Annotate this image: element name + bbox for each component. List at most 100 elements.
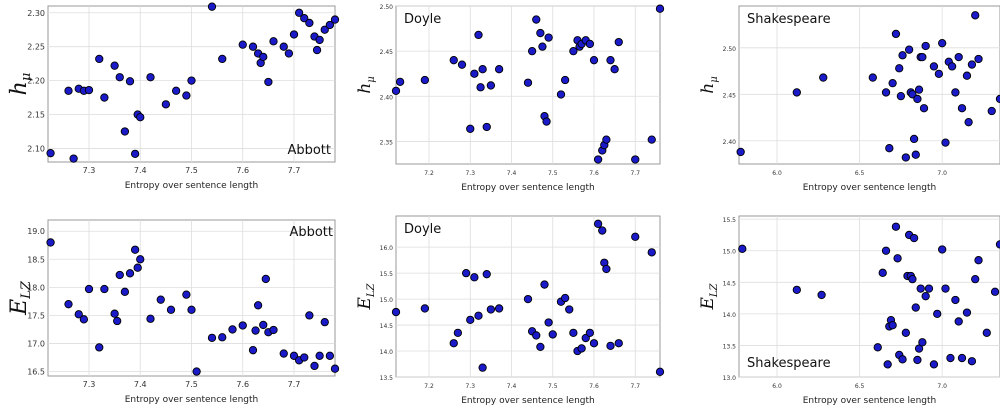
data-point: [891, 29, 901, 39]
data-point: [269, 325, 278, 335]
data-point: [548, 330, 557, 339]
data-point: [918, 52, 927, 62]
data-point: [560, 293, 570, 303]
data-point: [946, 353, 955, 363]
data-point: [115, 73, 124, 82]
data-point: [614, 37, 623, 47]
data-point: [631, 155, 640, 164]
data-point: [540, 280, 549, 289]
data-point: [792, 88, 801, 97]
data-point: [457, 60, 467, 69]
data-point: [598, 226, 607, 235]
y-tick-label: 2.45: [723, 92, 737, 99]
data-point: [929, 360, 939, 369]
data-point: [602, 264, 611, 274]
x-tick-label: 7.4: [134, 380, 147, 389]
data-point: [941, 138, 950, 147]
data-point: [420, 304, 430, 313]
data-point: [585, 39, 595, 49]
y-tick-label: 14.5: [380, 323, 394, 330]
data-point: [577, 344, 586, 353]
data-point: [971, 274, 980, 284]
data-point: [207, 333, 217, 342]
data-point: [289, 30, 299, 39]
data-point: [962, 71, 972, 80]
data-point: [279, 349, 288, 358]
data-point: [449, 339, 458, 348]
chart-panel-3: 6.0 6.5 7.0 2.40 2.45 2.50 Entropy over senten…: [698, 5, 1000, 193]
data-point: [133, 263, 142, 272]
x-axis-label: Entropy over sentence length: [803, 396, 937, 406]
data-point: [391, 86, 401, 96]
data-point: [995, 240, 1000, 249]
data-point: [911, 150, 920, 159]
y-tick-label: 18.5: [27, 255, 45, 264]
y-axis-label: hμ: [355, 76, 377, 93]
x-tick-label: 7.6: [589, 383, 599, 390]
data-point: [261, 274, 270, 284]
y-tick-label: 2.50: [723, 46, 737, 53]
data-point: [941, 284, 950, 293]
data-point: [738, 244, 747, 253]
data-point: [182, 290, 191, 299]
data-point: [171, 86, 181, 95]
y-tick-label: 2.25: [27, 43, 45, 52]
data-point: [315, 35, 324, 45]
data-point: [259, 320, 268, 330]
data-point: [187, 76, 196, 85]
data-point: [110, 309, 119, 318]
data-point: [527, 46, 537, 56]
data-point: [934, 69, 944, 78]
data-point: [888, 78, 897, 88]
y-tick-label: 14.0: [723, 312, 737, 319]
data-point: [655, 367, 665, 376]
data-point: [420, 75, 430, 85]
data-point: [560, 75, 570, 85]
data-point: [315, 351, 324, 360]
data-point: [325, 351, 335, 360]
x-tick-label: 7.2: [424, 170, 434, 177]
data-point: [565, 305, 574, 314]
y-tick-label: 2.50: [380, 4, 394, 11]
x-axis-label: Entropy over sentence length: [125, 395, 259, 405]
y-tick-label: 13.0: [723, 375, 737, 382]
data-point: [305, 18, 314, 28]
data-point: [911, 303, 920, 312]
x-tick-label: 7.0: [937, 383, 947, 390]
data-point: [914, 85, 924, 94]
chart-panel-5: 7.2 7.3 7.4 7.5 7.6 7.7 13.5 14.0 14.5 15.0 15.5 16…: [355, 215, 665, 406]
data-point: [100, 93, 109, 102]
data-point: [161, 100, 171, 109]
data-point: [115, 270, 124, 280]
data-point: [192, 367, 201, 376]
y-axis-label: ELZ: [698, 282, 720, 310]
x-tick-label: 7.4: [507, 170, 517, 177]
x-tick-label: 7.4: [134, 166, 147, 175]
x-tick-label: 7.4: [507, 383, 517, 390]
data-point: [474, 311, 483, 320]
y-tick-label: 13.5: [723, 343, 737, 350]
data-point: [125, 77, 135, 86]
x-tick-label: 7.2: [424, 383, 434, 390]
data-point: [486, 81, 496, 90]
data-point: [881, 88, 891, 97]
data-point: [602, 135, 611, 144]
data-point: [951, 88, 960, 97]
data-point: [606, 56, 615, 65]
data-point: [79, 315, 89, 324]
data-point: [146, 314, 155, 323]
chart-panel-2: 7.2 7.3 7.4 7.5 7.6 7.7 2.35 2.40 2.45 2.50 Entrop…: [355, 4, 665, 193]
data-point: [136, 113, 145, 122]
data-point: [482, 270, 491, 279]
data-point: [647, 135, 656, 144]
data-point: [655, 4, 665, 13]
data-point: [873, 343, 882, 352]
data-point: [136, 255, 145, 264]
data-point: [300, 14, 309, 23]
data-point: [933, 309, 942, 319]
panel-annotation: Doyle: [404, 12, 441, 27]
data-point: [46, 149, 55, 158]
data-point: [95, 54, 104, 64]
data-point: [279, 42, 288, 51]
